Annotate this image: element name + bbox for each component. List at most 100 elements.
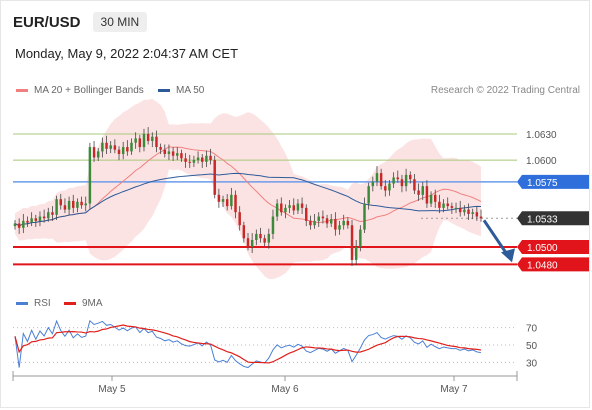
timeframe-button[interactable]: 30 MIN bbox=[92, 12, 148, 32]
candle bbox=[26, 216, 29, 227]
forecast-arrow-head bbox=[501, 248, 515, 263]
candle-body bbox=[196, 157, 200, 161]
candle-body bbox=[51, 212, 54, 215]
candle-body bbox=[42, 216, 46, 219]
candle-body bbox=[463, 209, 466, 213]
candle bbox=[84, 196, 87, 212]
candle bbox=[379, 168, 383, 190]
candle-body bbox=[309, 220, 312, 226]
legend-9ma: 9MA bbox=[64, 298, 103, 309]
candle-body bbox=[117, 149, 121, 155]
candle bbox=[275, 199, 279, 221]
candle-body bbox=[176, 153, 179, 156]
candle-body bbox=[255, 233, 258, 240]
candle bbox=[192, 155, 196, 168]
candle bbox=[421, 181, 424, 201]
candle bbox=[313, 213, 316, 229]
candle bbox=[425, 180, 429, 208]
candle-body bbox=[59, 199, 63, 206]
bollinger-band-area bbox=[15, 98, 481, 280]
9ma-swatch bbox=[64, 302, 76, 305]
candle bbox=[88, 142, 92, 209]
candle-body bbox=[167, 151, 171, 155]
candle-body bbox=[300, 203, 304, 208]
candle bbox=[284, 204, 287, 219]
candle-body bbox=[130, 142, 133, 152]
candle bbox=[413, 174, 416, 194]
candle-body bbox=[217, 194, 221, 202]
candle-body bbox=[280, 203, 283, 213]
candle bbox=[367, 182, 370, 210]
candle bbox=[55, 195, 58, 221]
level-label: 1.0500 bbox=[527, 243, 558, 254]
candle-body bbox=[404, 174, 408, 187]
ma50-label: MA 50 bbox=[176, 85, 205, 96]
candle bbox=[47, 207, 50, 222]
candle bbox=[225, 193, 229, 211]
candle bbox=[471, 208, 474, 220]
candle-body bbox=[346, 220, 350, 226]
candle bbox=[176, 147, 179, 161]
rsi-label: RSI bbox=[34, 298, 51, 309]
chart-header: EUR/USD 30 MIN bbox=[13, 12, 148, 32]
candle bbox=[463, 205, 466, 216]
candle bbox=[13, 220, 17, 230]
candle-body bbox=[417, 190, 420, 195]
candle-body bbox=[209, 155, 212, 161]
candle bbox=[180, 149, 183, 162]
level-label: 1.0630 bbox=[526, 130, 557, 141]
candle-body bbox=[238, 212, 241, 226]
candle bbox=[72, 194, 75, 214]
candle-body bbox=[384, 186, 387, 191]
candle-body bbox=[63, 205, 67, 210]
level-tag bbox=[517, 257, 589, 272]
candle bbox=[288, 200, 291, 214]
level-label: 1.0575 bbox=[527, 178, 558, 189]
rsi-panel: 70 50 30 bbox=[13, 319, 538, 369]
candle bbox=[213, 155, 216, 199]
candle bbox=[101, 137, 104, 158]
candle-body bbox=[67, 200, 71, 210]
level-tag bbox=[517, 239, 589, 254]
candle-body bbox=[271, 216, 275, 234]
candle-body bbox=[134, 138, 137, 143]
candle bbox=[146, 127, 150, 145]
candle-body bbox=[396, 177, 400, 180]
candle bbox=[325, 214, 329, 228]
candle-body bbox=[230, 194, 233, 207]
candle bbox=[450, 202, 454, 214]
candle bbox=[321, 210, 325, 224]
candle-body bbox=[450, 206, 454, 208]
candle-body bbox=[429, 194, 433, 204]
candle-body bbox=[151, 136, 154, 141]
candle-body bbox=[163, 149, 167, 155]
candle bbox=[280, 197, 283, 216]
candle-body bbox=[96, 151, 100, 158]
level-label: 1.0600 bbox=[526, 156, 557, 167]
candle bbox=[209, 148, 212, 165]
rsi-line bbox=[14, 319, 482, 369]
candle-body bbox=[288, 205, 291, 208]
candle-body bbox=[180, 153, 183, 159]
level-label: 1.0480 bbox=[527, 260, 558, 271]
ma50-swatch bbox=[158, 89, 170, 92]
ma20-swatch bbox=[16, 89, 28, 92]
candle-body bbox=[317, 216, 320, 221]
candle-body bbox=[221, 199, 225, 202]
candle-body bbox=[159, 147, 162, 150]
candle bbox=[221, 195, 225, 207]
credit-text: Research © 2022 Trading Central bbox=[430, 85, 580, 96]
candle bbox=[400, 174, 404, 193]
candle-body bbox=[109, 145, 112, 149]
candle bbox=[446, 197, 449, 210]
candlesticks bbox=[13, 127, 483, 267]
symbol-title: EUR/USD bbox=[13, 13, 81, 31]
rsi-swatch bbox=[16, 302, 28, 305]
candle-body bbox=[17, 223, 21, 228]
candle bbox=[263, 234, 266, 247]
candle bbox=[51, 206, 54, 221]
candle-body bbox=[138, 138, 142, 148]
forecast-arrow-shaft bbox=[482, 219, 509, 256]
